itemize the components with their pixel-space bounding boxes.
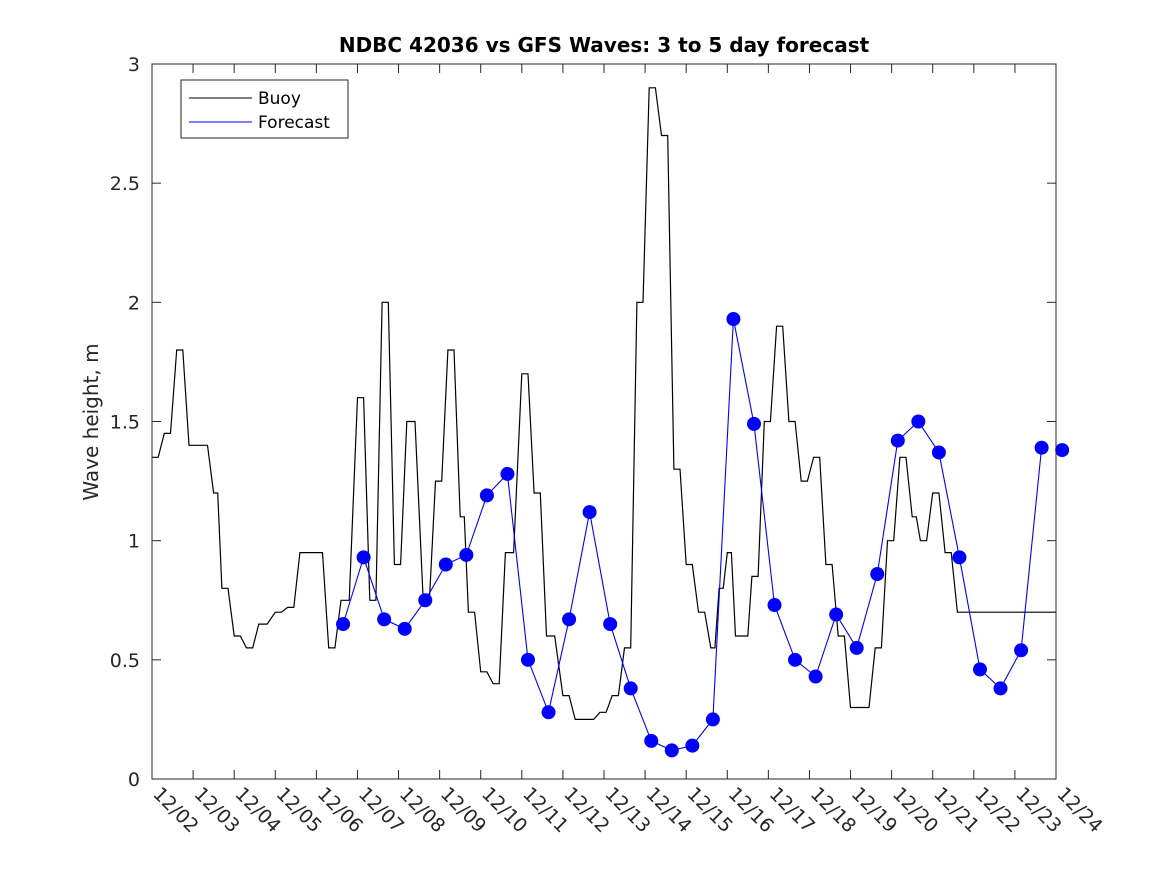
- legend: Buoy Forecast: [180, 79, 349, 139]
- plot-area: [152, 64, 1056, 779]
- forecast-marker: [911, 414, 926, 429]
- forecast-marker: [664, 743, 679, 758]
- forecast-marker: [685, 738, 700, 753]
- forecast-marker: [767, 598, 782, 613]
- forecast-marker: [520, 652, 535, 667]
- legend-label-forecast: Forecast: [258, 113, 330, 133]
- forecast-markers: [336, 312, 1070, 758]
- forecast-marker: [829, 607, 844, 622]
- forecast-marker: [849, 640, 864, 655]
- forecast-marker: [705, 712, 720, 727]
- forecast-marker: [479, 488, 494, 503]
- forecast-marker: [1014, 643, 1029, 658]
- forecast-marker: [541, 705, 556, 720]
- chart-title: NDBC 42036 vs GFS Waves: 3 to 5 day fore…: [339, 33, 870, 57]
- forecast-marker: [788, 652, 803, 667]
- buoy-series: [152, 87, 1056, 720]
- forecast-marker: [377, 612, 392, 627]
- buoy-line: [152, 87, 1056, 720]
- forecast-marker: [500, 466, 515, 481]
- forecast-marker: [952, 550, 967, 565]
- forecast-marker: [438, 557, 453, 572]
- forecast-marker: [562, 612, 577, 627]
- y-tick-label: 2: [128, 292, 140, 314]
- forecast-marker: [603, 617, 618, 632]
- y-tick-label: 3: [128, 54, 140, 76]
- forecast-marker: [870, 567, 885, 582]
- legend-label-buoy: Buoy: [258, 89, 301, 109]
- forecast-marker: [972, 662, 987, 677]
- forecast-marker: [623, 681, 638, 696]
- forecast-marker: [1055, 443, 1070, 458]
- y-tick-label: 1: [128, 531, 140, 553]
- forecast-marker: [808, 669, 823, 684]
- y-axis-label: Wave height, m: [79, 343, 103, 500]
- forecast-marker: [644, 733, 659, 748]
- forecast-marker: [459, 547, 474, 562]
- forecast-marker: [582, 505, 597, 520]
- forecast-marker: [1034, 440, 1049, 455]
- forecast-marker: [746, 416, 761, 431]
- legend-box: [180, 79, 349, 139]
- forecast-marker: [931, 445, 946, 460]
- y-tick-label: 0: [128, 769, 140, 791]
- forecast-marker: [993, 681, 1008, 696]
- y-tick-label: 1.5: [110, 412, 140, 434]
- forecast-marker: [397, 621, 412, 636]
- forecast-marker: [356, 550, 371, 565]
- y-tick-label: 0.5: [110, 650, 140, 672]
- forecast-marker: [336, 617, 351, 632]
- forecast-marker: [418, 593, 433, 608]
- forecast-marker: [890, 433, 905, 448]
- y-tick-label: 2.5: [110, 173, 140, 195]
- forecast-marker: [726, 312, 741, 327]
